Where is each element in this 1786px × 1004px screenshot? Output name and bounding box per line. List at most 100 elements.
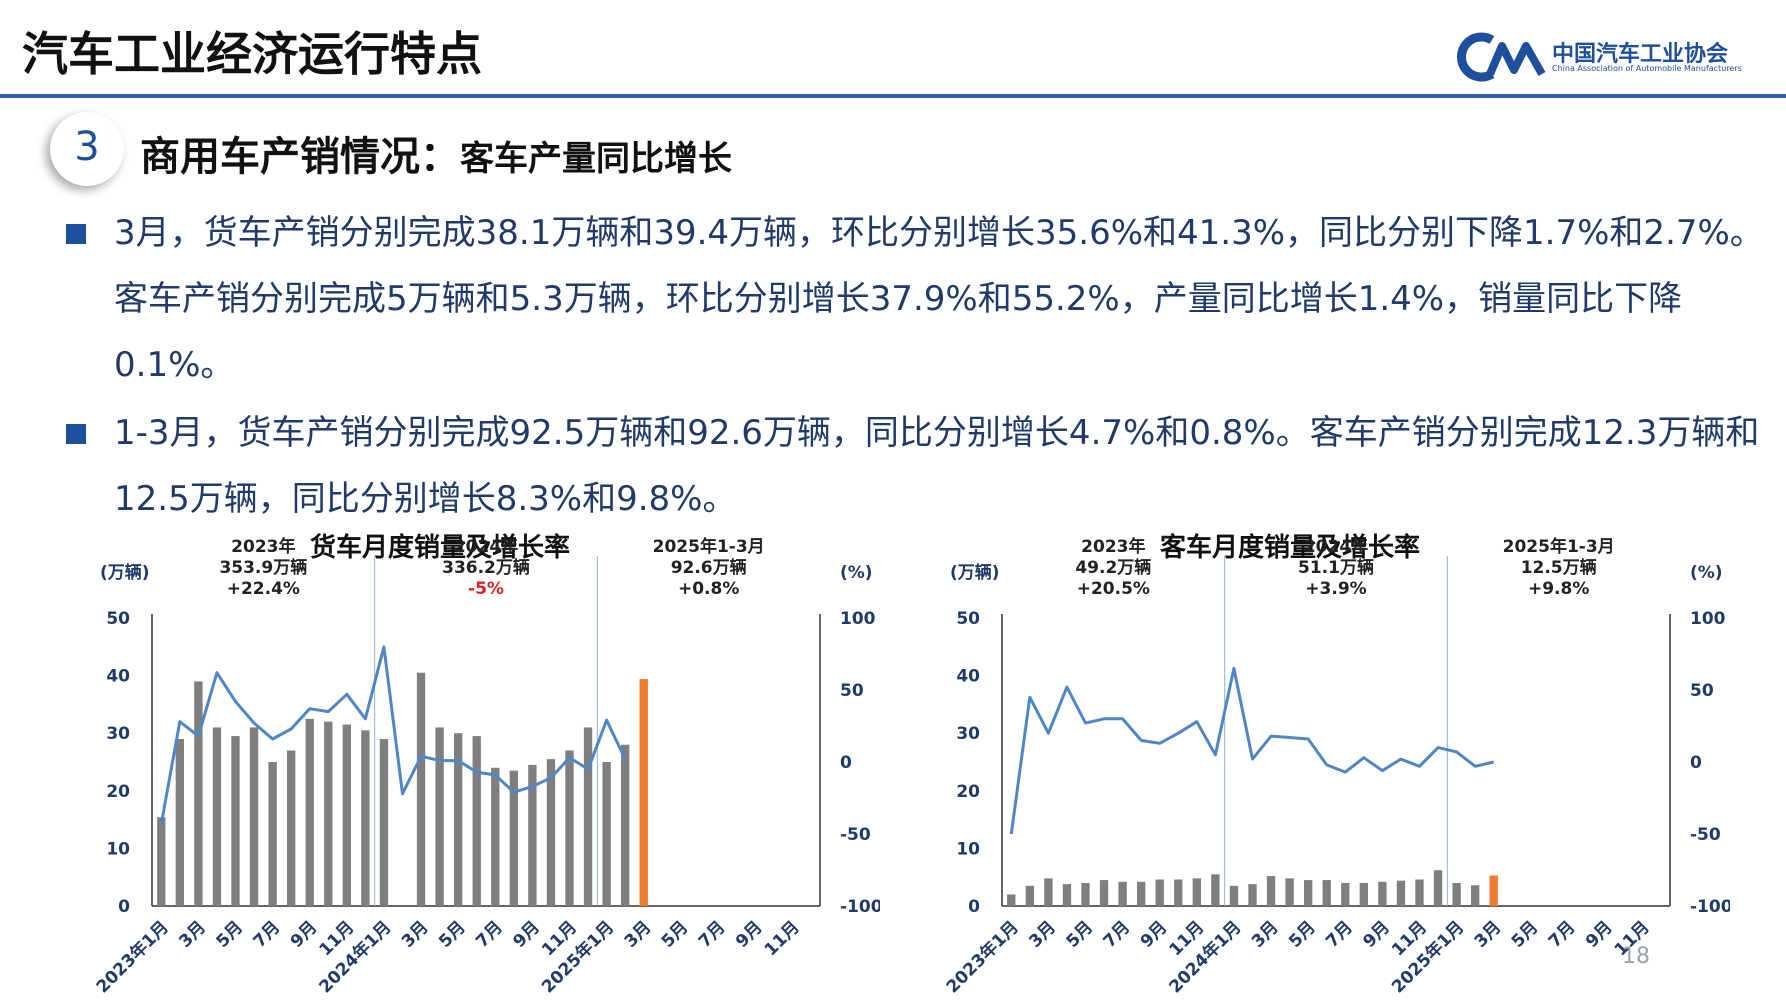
bullet-1-text: 3月，货车产销分别完成38.1万辆和39.4万辆，环比分别增长35.6%和41.… bbox=[114, 213, 1764, 385]
period-label: 2024年 bbox=[1304, 536, 1368, 557]
bar bbox=[1396, 880, 1406, 906]
bar bbox=[212, 727, 222, 906]
period-label: +0.8% bbox=[678, 579, 739, 599]
x-tick-label: 3月 bbox=[621, 917, 656, 952]
bar bbox=[1007, 894, 1016, 906]
logo-text-cn: 中国汽车工业协会 bbox=[1552, 42, 1729, 67]
bar bbox=[1136, 881, 1146, 906]
bar bbox=[583, 727, 593, 906]
period-label: 336.2万辆 bbox=[442, 557, 530, 578]
bar bbox=[1322, 880, 1331, 906]
x-tick-label: 7月 bbox=[1100, 917, 1135, 952]
period-label: 2024年 bbox=[454, 536, 518, 557]
bar bbox=[1081, 882, 1090, 906]
period-label: 51.1万辆 bbox=[1298, 557, 1374, 578]
bar bbox=[1341, 882, 1350, 906]
x-tick-label: 5月 bbox=[435, 917, 470, 952]
y-tick-label: 30 bbox=[106, 724, 130, 744]
chart-title: 客车月度销量及增长率 bbox=[1160, 532, 1420, 563]
bar bbox=[1248, 884, 1257, 906]
x-tick-label: 2023年1月 bbox=[942, 917, 1023, 998]
bar bbox=[175, 738, 185, 906]
bar bbox=[268, 762, 277, 906]
bar bbox=[416, 672, 426, 906]
chart-title: 货车月度销量及增长率 bbox=[310, 532, 570, 563]
y2-tick-label: 100 bbox=[1690, 609, 1726, 629]
truck-sales-chart: 货车月度销量及增长率(万辆) (%)50403020100100500-50-10… bbox=[92, 532, 880, 998]
bar bbox=[249, 727, 259, 906]
growth-rate-line bbox=[159, 645, 627, 825]
bar bbox=[472, 736, 481, 906]
y-tick-label: 10 bbox=[956, 839, 980, 859]
period-growth-label-negative: -5% bbox=[468, 579, 504, 599]
period-label: +3.9% bbox=[1305, 579, 1366, 599]
bar bbox=[453, 733, 463, 906]
period-label: 92.6万辆 bbox=[671, 557, 747, 578]
x-tick-label: 7月 bbox=[250, 917, 285, 952]
bar bbox=[342, 724, 352, 906]
bar bbox=[1192, 878, 1202, 906]
y-tick-label: 0 bbox=[968, 897, 980, 917]
header-divider bbox=[0, 94, 1786, 98]
y-tick-label: 40 bbox=[106, 667, 130, 687]
bar bbox=[1211, 874, 1220, 906]
x-tick-label: 3月 bbox=[1248, 917, 1283, 952]
y2-tick-label: -50 bbox=[1690, 825, 1721, 845]
x-tick-label: 5月 bbox=[1285, 917, 1320, 952]
bar bbox=[565, 750, 574, 906]
x-tick-label: 7月 bbox=[472, 917, 507, 952]
y-tick-label: 50 bbox=[106, 609, 130, 629]
y-axis-label: (万辆) bbox=[950, 562, 1000, 583]
x-tick-label: 7月 bbox=[695, 917, 730, 952]
bar bbox=[1099, 880, 1109, 906]
x-tick-label: 2023年1月 bbox=[92, 917, 173, 998]
period-label: +20.5% bbox=[1077, 579, 1150, 599]
highlight-bar bbox=[639, 679, 648, 906]
y-tick-label: 40 bbox=[956, 667, 980, 687]
y-tick-label: 20 bbox=[106, 782, 130, 802]
period-label: 353.9万辆 bbox=[219, 557, 307, 578]
period-label: +9.8% bbox=[1528, 579, 1589, 599]
bar bbox=[602, 762, 611, 906]
y2-tick-label: 50 bbox=[840, 681, 864, 701]
bar bbox=[1118, 881, 1127, 906]
bar bbox=[1378, 881, 1387, 906]
bar bbox=[1025, 885, 1035, 906]
bullet-square-icon bbox=[66, 424, 86, 444]
bar bbox=[1062, 884, 1072, 906]
y2-tick-label: -50 bbox=[840, 825, 871, 845]
section-title: 商用车产销情况：客车产量同比增长 bbox=[140, 124, 732, 182]
x-tick-label: 11月 bbox=[761, 917, 804, 960]
x-tick-label: 7月 bbox=[1545, 917, 1580, 952]
period-label: 2025年1-3月 bbox=[653, 536, 765, 557]
period-label: +22.4% bbox=[227, 579, 300, 599]
bar bbox=[528, 764, 537, 906]
period-label: 2023年 bbox=[231, 536, 295, 557]
section-number-badge: 3 bbox=[50, 112, 124, 186]
x-tick-label: 3月 bbox=[398, 917, 433, 952]
bar bbox=[435, 727, 444, 906]
bar bbox=[1285, 878, 1294, 906]
y-axis-label: (万辆) bbox=[100, 562, 150, 583]
bar bbox=[491, 767, 500, 906]
y-tick-label: 20 bbox=[956, 782, 980, 802]
bullet-2-text: 1-3月，货车产销分别完成92.5万辆和92.6万辆，同比分别增长4.7%和0.… bbox=[114, 413, 1760, 519]
y2-tick-label: 0 bbox=[1690, 753, 1702, 773]
bar bbox=[361, 730, 370, 906]
y2-tick-label: -100 bbox=[1690, 897, 1730, 917]
bar bbox=[157, 817, 166, 906]
period-label: 12.5万辆 bbox=[1521, 557, 1597, 578]
x-tick-label: 5月 bbox=[212, 917, 247, 952]
x-tick-label: 3月 bbox=[175, 917, 210, 952]
bar bbox=[546, 759, 556, 906]
x-tick-label: 5月 bbox=[1508, 917, 1543, 952]
logo-text-en: China Association of Automobile Manufact… bbox=[1552, 64, 1742, 73]
y2-tick-label: 50 bbox=[1690, 681, 1714, 701]
page-number: 18 bbox=[1622, 944, 1650, 969]
bar bbox=[1433, 870, 1443, 906]
bar bbox=[1229, 885, 1239, 906]
x-tick-label: 7月 bbox=[1322, 917, 1357, 952]
section-title-main: 商用车产销情况： bbox=[140, 134, 460, 180]
bar bbox=[324, 721, 333, 906]
bar bbox=[1174, 879, 1183, 906]
